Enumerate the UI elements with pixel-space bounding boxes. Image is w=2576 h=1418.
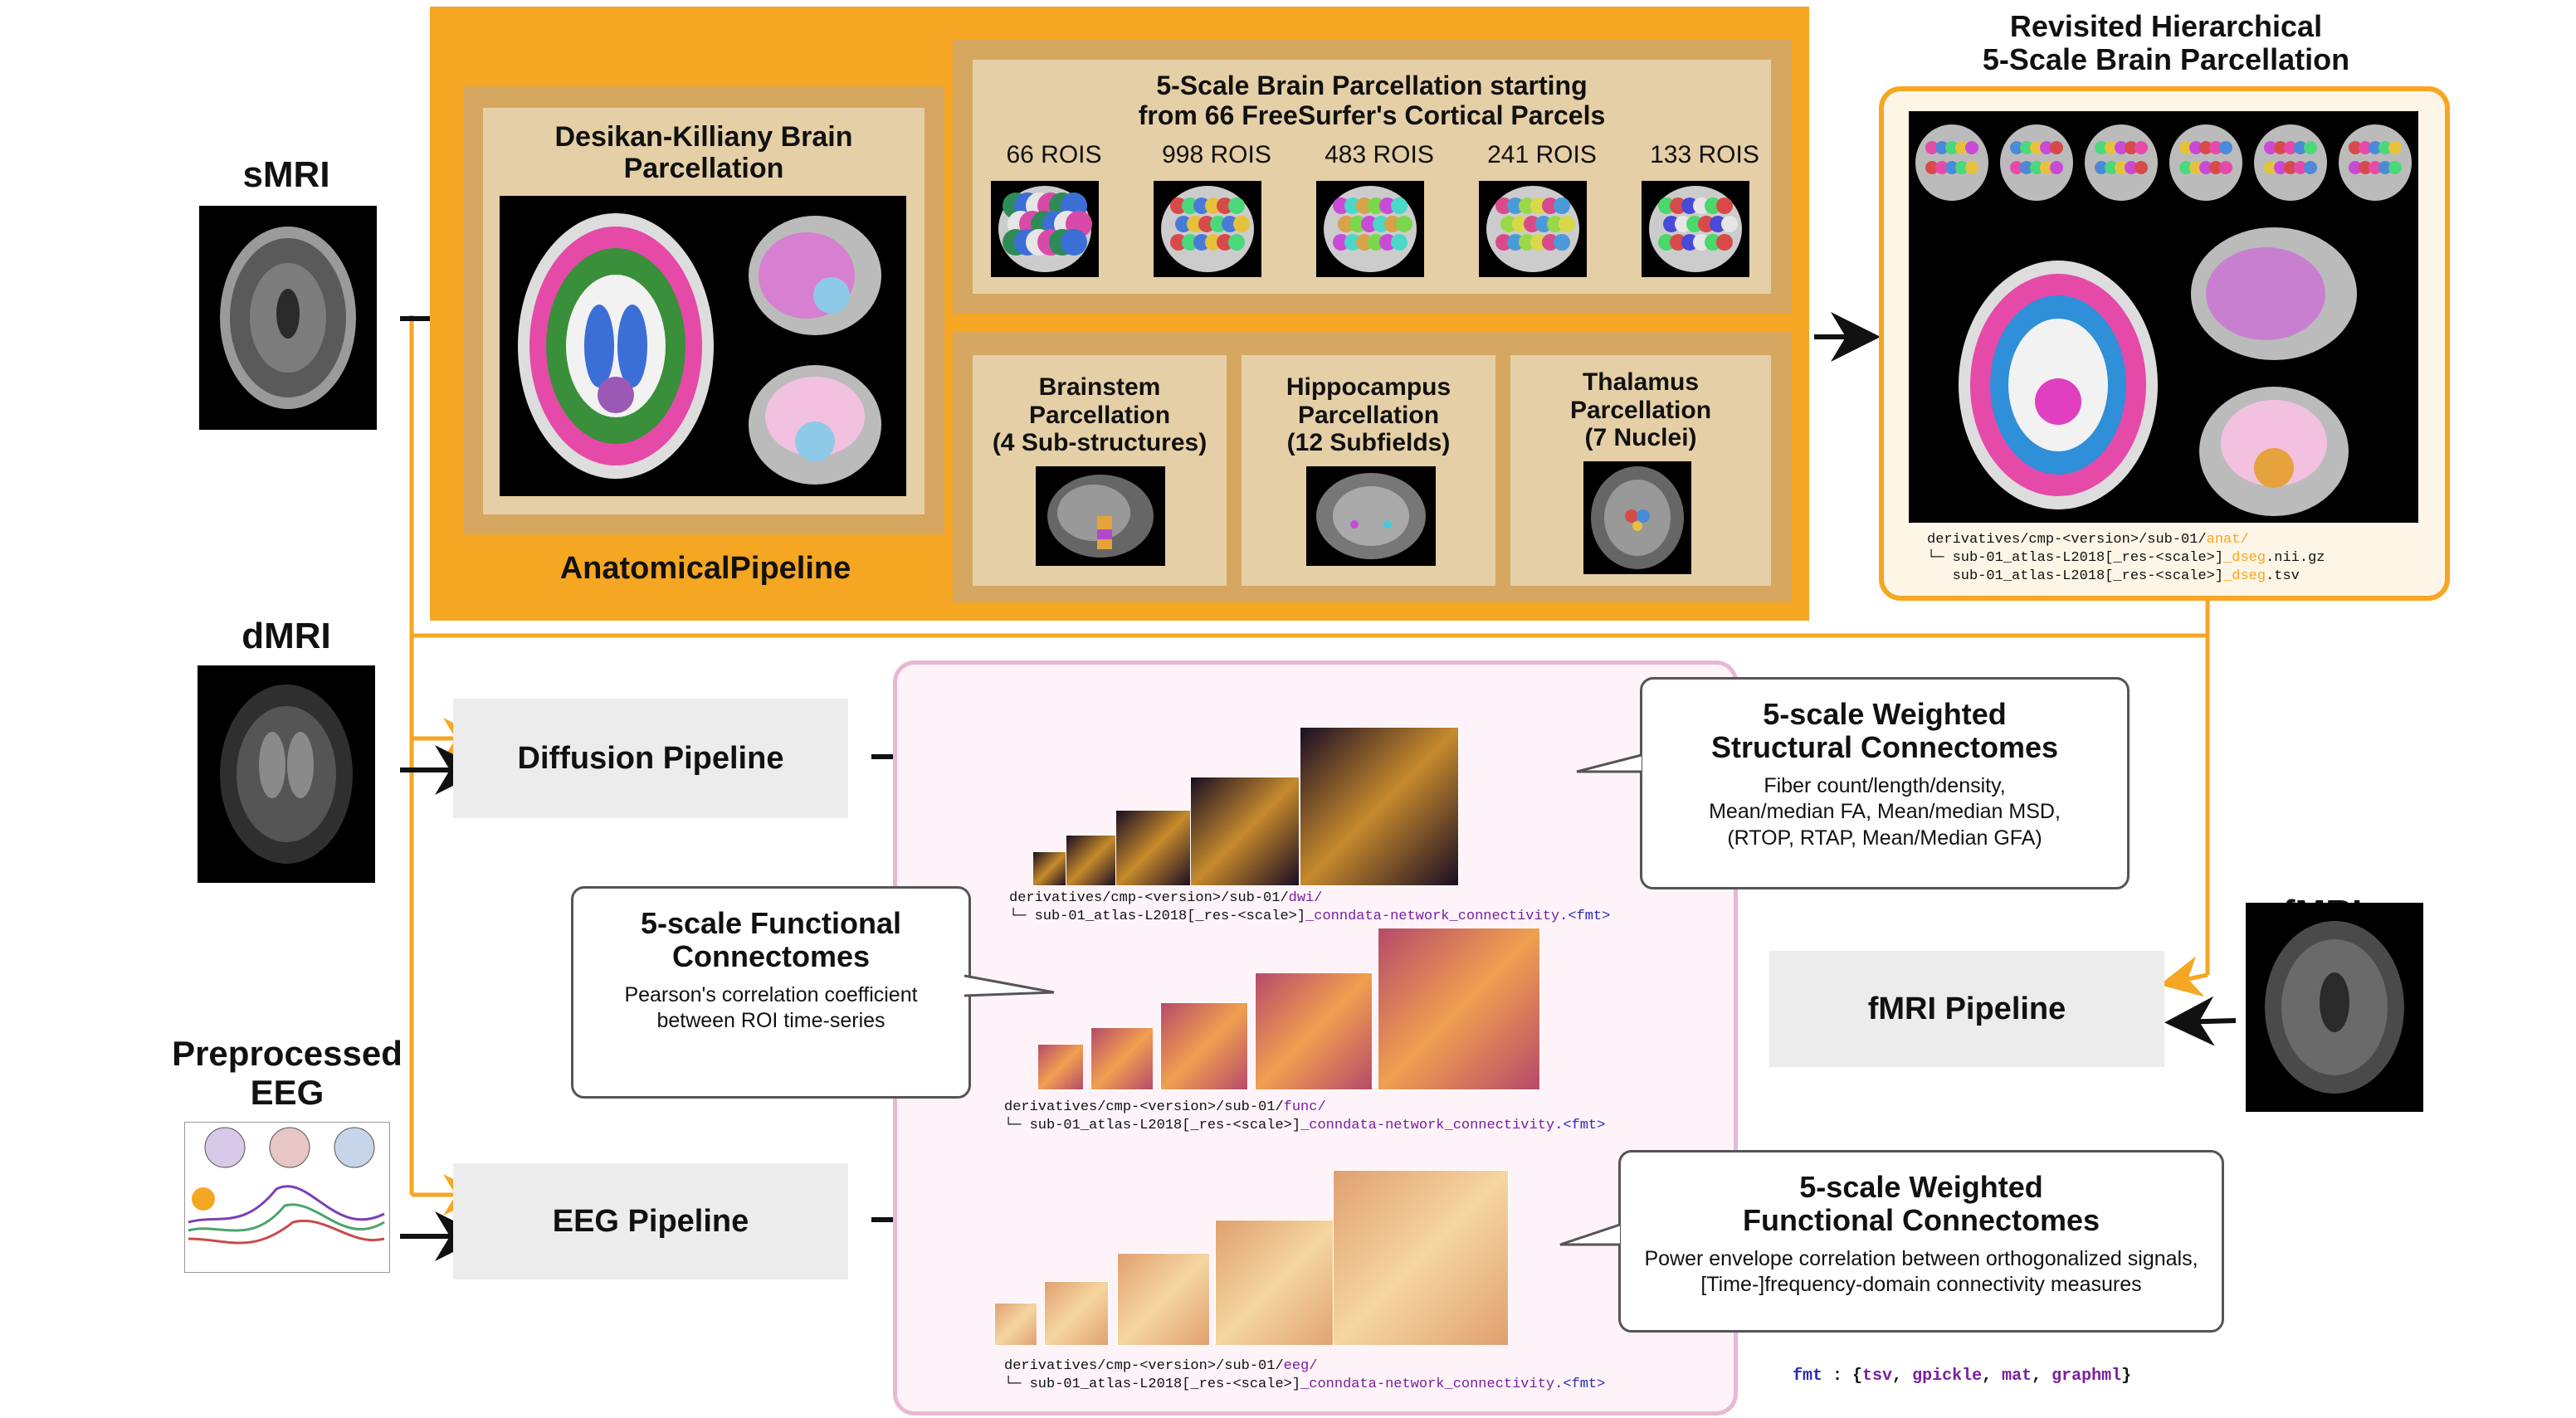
connectivity-matrix [1037, 1044, 1084, 1090]
smri-label: sMRI [242, 154, 330, 195]
dwi-output-path: derivatives/cmp-<version>/sub-01/dwi/ └─… [1009, 889, 1610, 926]
revisited-path-prefix: derivatives/cmp-<version>/sub-01/ [1927, 532, 2207, 548]
func-file-b: _conndata-network_connectivity [1300, 1118, 1555, 1133]
fmt-sep: : { [1822, 1367, 1863, 1386]
connectivity-matrix [1300, 727, 1459, 886]
brainstem-image [1036, 466, 1165, 566]
connectivity-matrix [1090, 1027, 1154, 1090]
brainstem-label: Brainstem Parcellation (4 Sub-structures… [992, 373, 1208, 457]
roi-count-label: 241 ROIS [1487, 141, 1597, 168]
fmt-v4: graphml [2052, 1367, 2122, 1386]
connectivity-matrix [1215, 1220, 1341, 1346]
func-file-c: .<fmt> [1554, 1118, 1606, 1133]
fmt-legend: fmt : {tsv, gpickle, mat, graphml} [1793, 1367, 2132, 1386]
fmt-close: } [2121, 1367, 2132, 1386]
functional-callout-body: Pearson's correlation coefficient betwee… [624, 983, 918, 1033]
structural-callout: 5-scale Weighted Structural Connectomes … [1640, 677, 2130, 889]
dwi-file-b: _conndata-network_connectivity [1305, 909, 1560, 924]
eeg-pipeline-box[interactable]: EEG Pipeline [453, 1163, 848, 1279]
roi-brain-thumbnail [991, 181, 1099, 277]
roi-brain-thumbnail [1154, 181, 1261, 277]
dmri-label: dMRI [242, 616, 331, 656]
fmt-v1: tsv [1862, 1367, 1893, 1386]
functional-connectome-stack [1029, 928, 1560, 1092]
weighted-functional-callout-body: Power envelope correlation between ortho… [1644, 1247, 2198, 1297]
eeg-path-dir: eeg/ [1283, 1358, 1318, 1374]
dmri-image [198, 665, 375, 883]
revisited-brain-image [1909, 111, 2418, 523]
eeg-output-path: derivatives/cmp-<version>/sub-01/eeg/ └─… [1004, 1357, 1605, 1394]
revisited-path-dir: anat/ [2206, 532, 2249, 548]
functional-callout: 5-scale Functional Connectomes Pearson's… [571, 886, 971, 1099]
func-path-dir: func/ [1283, 1099, 1326, 1115]
eeg-file-c: .<fmt> [1554, 1377, 1606, 1392]
hippocampus-image [1306, 466, 1436, 566]
connectivity-matrix [1333, 1170, 1509, 1346]
roi-count-label: 483 ROIS [1325, 141, 1434, 168]
roi-brain-thumbnail [1479, 181, 1587, 277]
functional-callout-title: 5-scale Functional Connectomes [640, 906, 902, 973]
smri-image [199, 206, 377, 430]
connectivity-matrix [1044, 1281, 1109, 1346]
dwi-path-dir: dwi/ [1288, 890, 1323, 906]
dwi-file-c: .<fmt> [1559, 909, 1611, 924]
rfmri-image [2246, 903, 2423, 1112]
connectivity-matrix [1032, 851, 1067, 886]
dwi-file-a: └─ sub-01_atlas-L2018[_res-<scale>] [1009, 909, 1306, 924]
connectivity-matrix [1255, 972, 1373, 1090]
func-file-a: └─ sub-01_atlas-L2018[_res-<scale>] [1004, 1118, 1301, 1133]
thalamus-label: Thalamus Parcellation (7 Nuclei) [1569, 368, 1712, 452]
weighted-functional-callout-title: 5-scale Weighted Functional Connectomes [1742, 1170, 2100, 1237]
connectivity-matrix [1115, 810, 1192, 886]
fmt-v2: gpickle [1912, 1367, 1983, 1386]
revisited-file2-b: _dseg [2223, 568, 2266, 584]
revisited-file1-c: .nii.gz [2266, 550, 2325, 566]
scale-panel-title: 5-Scale Brain Parcellation starting from… [1138, 71, 1606, 130]
revisited-file2-c: .tsv [2266, 568, 2300, 584]
anatomical-pipeline-title: AnatomicalPipeline [559, 551, 851, 586]
revisited-title: Revisited Hierarchical 5-Scale Brain Par… [1982, 9, 2350, 77]
revisited-path: derivatives/cmp-<version>/sub-01/anat/ └… [1927, 531, 2325, 586]
eeg-file-b: _conndata-network_connectivity [1300, 1377, 1555, 1392]
structural-connectome-stack [1026, 667, 1557, 888]
roi-count-label: 66 ROIS [1006, 141, 1102, 168]
thalamus-image [1583, 461, 1691, 574]
eeg-path-prefix: derivatives/cmp-<version>/sub-01/ [1004, 1358, 1284, 1374]
diffusion-pipeline-box[interactable]: Diffusion Pipeline [453, 699, 848, 818]
connectivity-matrix [1117, 1253, 1210, 1346]
connectivity-matrix [1190, 777, 1300, 886]
fmri-pipeline-box[interactable]: fMRI Pipeline [1769, 951, 2164, 1067]
eeg-label: Preprocessed EEG [172, 1034, 402, 1113]
structural-callout-title: 5-scale Weighted Structural Connectomes [1710, 697, 2059, 764]
roi-brain-thumbnail [1316, 181, 1424, 277]
fmt-key: fmt [1793, 1367, 1823, 1386]
roi-count-label: 133 ROIS [1650, 141, 1759, 168]
weighted-functional-callout: 5-scale Weighted Functional Connectomes … [1618, 1150, 2224, 1333]
roi-brain-thumbnail [1642, 181, 1749, 277]
roi-count-label: 998 ROIS [1162, 141, 1271, 168]
func-output-path: derivatives/cmp-<version>/sub-01/func/ └… [1004, 1099, 1605, 1135]
eeg-file-a: └─ sub-01_atlas-L2018[_res-<scale>] [1004, 1377, 1301, 1392]
hippocampus-label: Hippocampus Parcellation (12 Subfields) [1286, 373, 1451, 457]
revisited-file2-a: sub-01_atlas-L2018[_res-<scale>] [1927, 568, 2224, 584]
connectivity-matrix [1160, 1002, 1248, 1090]
structural-callout-body: Fiber count/length/density, Mean/median … [1709, 774, 2061, 850]
eeg-connectome-stack [993, 1145, 1540, 1347]
revisited-file1-b: _dseg [2223, 550, 2266, 566]
connectivity-matrix [1066, 835, 1117, 886]
connectivity-matrix [1378, 928, 1540, 1090]
desikan-title: Desikan-Killiany Brain Parcellation [554, 121, 853, 185]
eeg-plot [184, 1122, 390, 1273]
connectivity-matrix [994, 1303, 1037, 1346]
func-path-prefix: derivatives/cmp-<version>/sub-01/ [1004, 1099, 1284, 1115]
revisited-file1-a: └─ sub-01_atlas-L2018[_res-<scale>] [1927, 550, 2224, 566]
desikan-brain-image [500, 196, 906, 496]
roi-row: 66 ROIS 998 ROIS 483 ROIS 241 ROIS 133 ROIS [973, 141, 1771, 282]
dwi-path-prefix: derivatives/cmp-<version>/sub-01/ [1009, 890, 1289, 906]
fmt-v3: mat [2002, 1367, 2032, 1386]
